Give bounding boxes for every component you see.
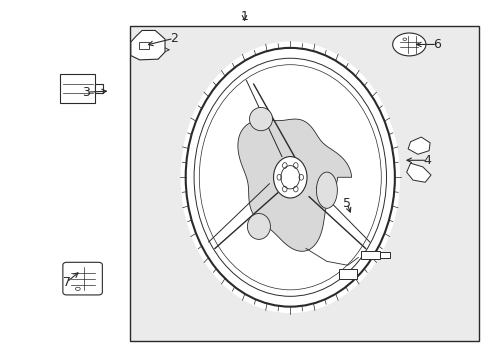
Polygon shape (406, 163, 430, 182)
Ellipse shape (273, 157, 306, 198)
Bar (130, 26, 478, 341)
Bar (95, 84, 103, 93)
Text: 6: 6 (432, 38, 440, 51)
Bar (379, 252, 389, 258)
Ellipse shape (249, 107, 272, 131)
Polygon shape (237, 119, 351, 251)
Bar (361, 251, 379, 259)
Bar (338, 269, 356, 279)
Ellipse shape (316, 172, 337, 208)
Polygon shape (407, 137, 429, 154)
FancyBboxPatch shape (63, 262, 102, 295)
Text: 1: 1 (240, 10, 248, 23)
Ellipse shape (180, 41, 399, 313)
Polygon shape (131, 31, 164, 60)
Text: 7: 7 (62, 276, 70, 289)
Text: 3: 3 (82, 86, 90, 99)
Bar (60, 74, 95, 103)
Text: 4: 4 (423, 154, 430, 167)
Ellipse shape (392, 33, 425, 56)
Bar (139, 42, 149, 49)
Text: 2: 2 (169, 32, 177, 45)
Ellipse shape (247, 213, 270, 239)
Text: 5: 5 (342, 197, 350, 210)
